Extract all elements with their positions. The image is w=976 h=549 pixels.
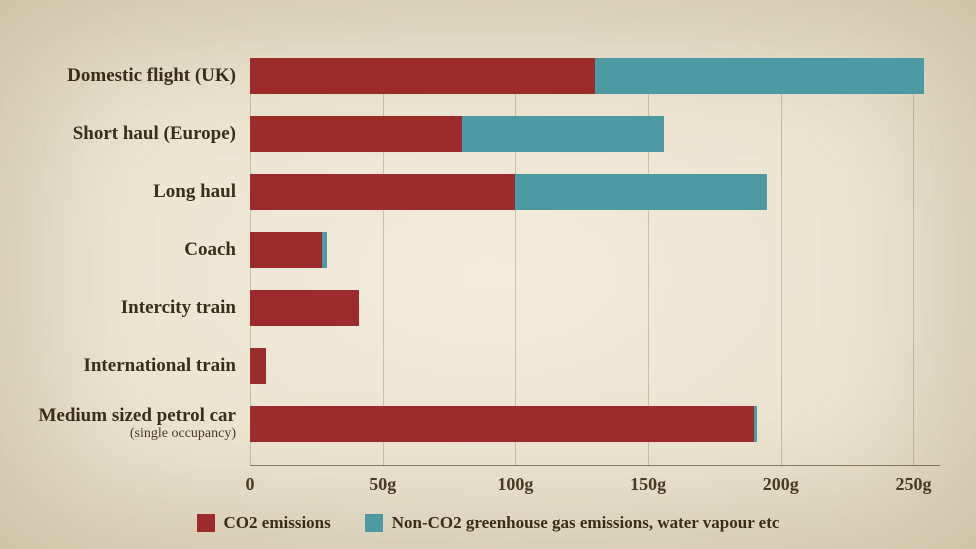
x-tick-label: 0 — [246, 474, 255, 495]
bar-segment-nonco2 — [462, 116, 664, 152]
bar-segment-nonco2 — [754, 406, 757, 442]
bar-segment-co2 — [250, 406, 754, 442]
legend-label: CO2 emissions — [224, 513, 331, 533]
legend-swatch — [365, 514, 383, 532]
bar-segment-co2 — [250, 116, 462, 152]
category-label: Short haul (Europe) — [73, 124, 236, 144]
x-tick-label: 150g — [630, 474, 666, 495]
bar — [250, 116, 664, 152]
x-axis-line — [250, 465, 940, 466]
bar-segment-nonco2 — [595, 58, 924, 94]
bar-segment-co2 — [250, 348, 266, 384]
x-tick-label: 50g — [369, 474, 396, 495]
legend-swatch — [197, 514, 215, 532]
bar-row: Long haul — [250, 174, 940, 210]
bar — [250, 232, 327, 268]
bar — [250, 290, 359, 326]
legend-label: Non-CO2 greenhouse gas emissions, water … — [392, 513, 780, 533]
bar-row: Short haul (Europe) — [250, 116, 940, 152]
category-label: International train — [83, 356, 236, 376]
category-label: Intercity train — [121, 298, 236, 318]
category-label: Domestic flight (UK) — [67, 66, 236, 86]
bar-row: Domestic flight (UK) — [250, 58, 940, 94]
bar-row: International train — [250, 348, 940, 384]
x-tick-label: 100g — [497, 474, 533, 495]
bar-row: Coach — [250, 232, 940, 268]
emissions-bar-chart: 0 50g 100g 150g 200g 250g Domestic flight (UK)… — [0, 0, 976, 549]
bar — [250, 348, 266, 384]
bar-segment-co2 — [250, 290, 359, 326]
legend: CO2 emissions Non-CO2 greenhouse gas emis… — [0, 513, 976, 533]
bar-row: Intercity train — [250, 290, 940, 326]
legend-item: Non-CO2 greenhouse gas emissions, water … — [365, 513, 780, 533]
category-label: Coach — [184, 240, 236, 260]
bar — [250, 174, 767, 210]
bar-segment-co2 — [250, 174, 515, 210]
x-tick-label: 200g — [763, 474, 799, 495]
bar-segment-nonco2 — [515, 174, 767, 210]
category-label: Long haul — [153, 182, 236, 202]
bar-segment-co2 — [250, 232, 322, 268]
bar — [250, 58, 924, 94]
category-sublabel: (single occupancy) — [38, 427, 236, 442]
bar-segment-nonco2 — [322, 232, 327, 268]
plot-region: 050g100g150g200g250gDomestic flight (UK)… — [250, 58, 940, 466]
x-tick-label: 250g — [895, 474, 931, 495]
bar-segment-co2 — [250, 58, 595, 94]
bar — [250, 406, 757, 442]
bar-row: Medium sized petrol car(single occupancy… — [250, 406, 940, 442]
legend-item: CO2 emissions — [197, 513, 331, 533]
category-label: Medium sized petrol car(single occupancy… — [38, 406, 236, 442]
